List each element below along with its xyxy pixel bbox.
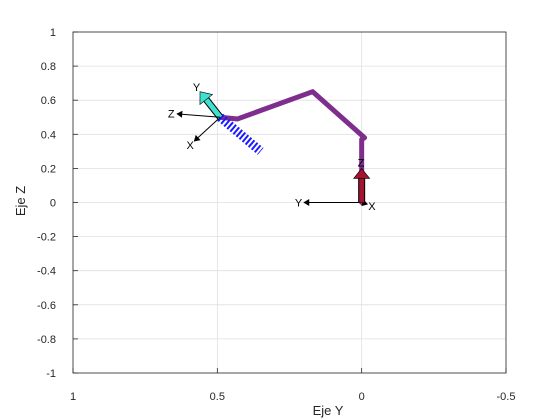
y-tick-label: -0.2 [37,232,56,244]
frame1-y-axis-label: Y [193,82,201,94]
frame1-y-axis-arrow-head [199,91,214,106]
frame1-x-axis-arrow-head [193,134,201,142]
x-axis-title: Eje Y [313,403,344,418]
x-tick-label: -0.5 [497,391,516,403]
y-tick-label: 0 [50,198,56,210]
frame0-z-axis-arrow-head [353,167,371,179]
y-tick-label: -0.4 [37,266,56,278]
y-tick-label: -0.6 [37,300,56,312]
y-axis-title: Eje Z [13,186,28,216]
y-tick-label: 0.4 [41,129,56,141]
y-tick-label: 1 [50,27,56,39]
tick-marks [72,31,507,374]
frame1-y-axis-arrow-shaft [203,96,223,119]
frame0-y-axis-arrow-head [303,198,310,207]
frame1-x-axis-label: X [187,140,195,152]
x-tick-label: 0 [359,391,365,403]
y-tick-label: -0.8 [37,334,56,346]
y-tick-label: 0.8 [41,61,56,73]
y-tick-label: -1 [46,368,56,380]
frame1-y-axis-arrow [199,91,223,120]
y-tick-label: 0.6 [41,95,56,107]
frame1-x-axis-arrow-shaft [193,116,221,142]
frame0-z-axis-label: Z [358,157,365,169]
frame1-x-axis-arrow [193,116,221,142]
x-tick-label: 0.5 [210,391,225,403]
frame0-x-axis-label: X [368,201,376,213]
series-line-end-effector [217,113,264,155]
frame1-z-axis-label: Z [168,108,175,120]
frame1-z-axis-arrow [176,110,221,118]
frame0-y-axis-arrow [303,198,362,207]
frame0-z-axis-arrow [353,167,371,203]
x-tick-label: 1 [70,391,76,403]
coordinate-frames: X Y Z X Y Z [168,82,376,213]
frame0-y-axis-label: Y [295,198,303,210]
y-tick-label: 0.2 [41,163,56,175]
frame1-z-axis-arrow-head [176,110,183,118]
frame1-z-axis-arrow-shaft [176,113,221,118]
